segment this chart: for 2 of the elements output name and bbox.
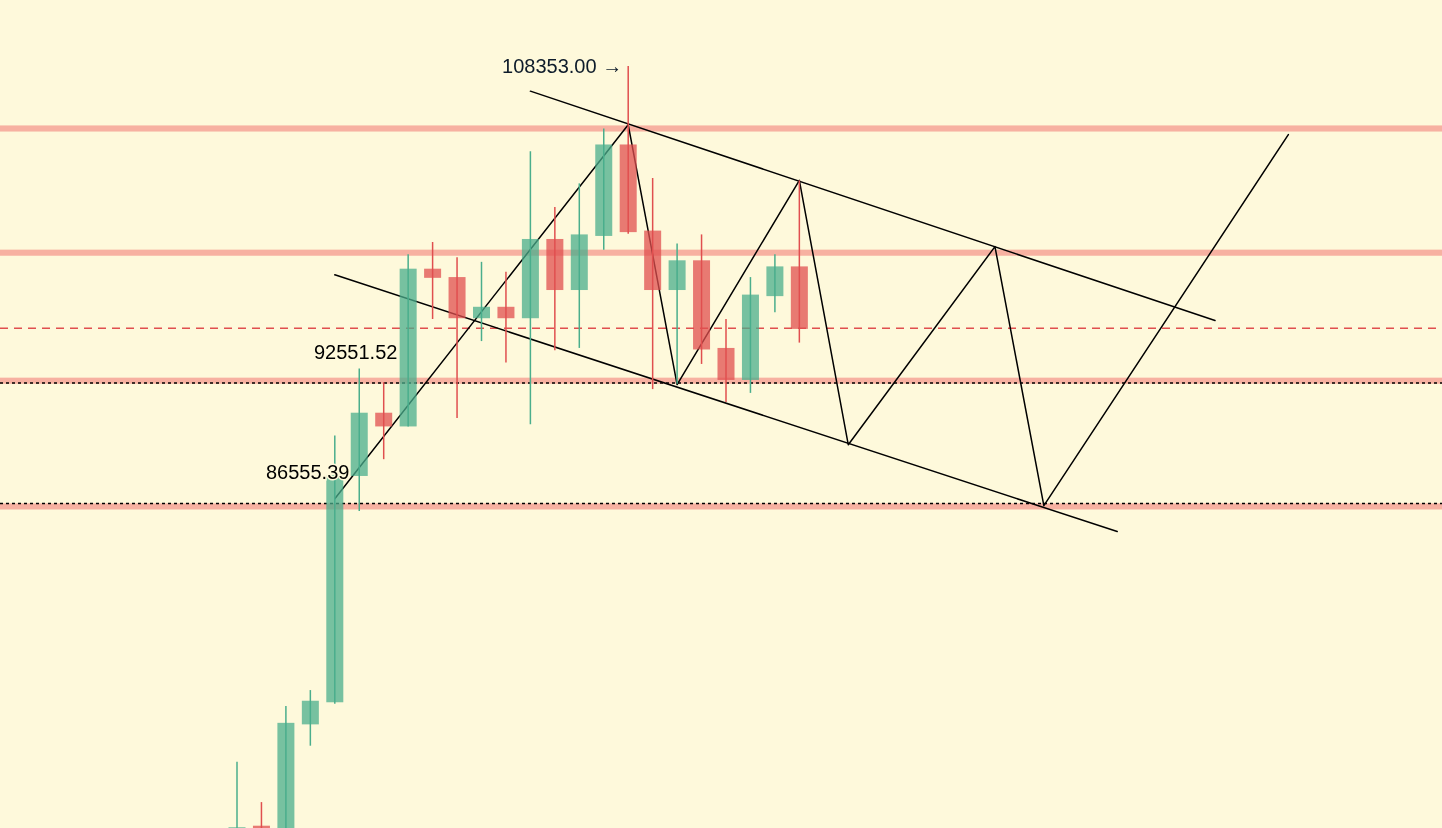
annotation: 92551.52	[314, 341, 398, 363]
annotation: 108353.00 →	[502, 55, 623, 77]
